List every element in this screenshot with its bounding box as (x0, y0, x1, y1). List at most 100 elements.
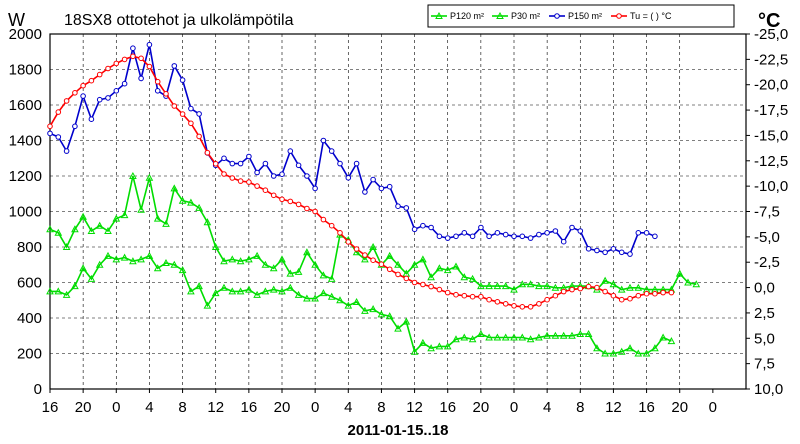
data-point-p150-m (121, 80, 128, 87)
data-point-p30-m (327, 292, 336, 300)
data-point-p120-m (468, 274, 477, 282)
data-point-p120-m (245, 255, 253, 263)
x-axis: 16 20 0 4 8 12 16 20 0 4 8 12 16 20 0 4 8 12 16 20 0 (42, 389, 717, 416)
data-point-p150-m (652, 233, 658, 240)
data-point-p30-m (319, 289, 328, 297)
x-tick-label: 8 (178, 399, 186, 416)
data-point-p150-m (237, 160, 244, 167)
data-point-tu-c (188, 120, 194, 127)
data-point-p150-m (386, 183, 393, 190)
data-point-tu-c (486, 296, 492, 303)
data-point-tu-c (196, 133, 202, 140)
data-point-p120-m (220, 257, 228, 265)
data-point-p30-m (245, 285, 253, 293)
x-tick-label: 12 (406, 399, 423, 416)
data-point-tu-c (519, 304, 526, 310)
data-point-tu-c (569, 286, 575, 293)
data-point-tu-c (212, 161, 219, 167)
legend-swatch-marker (435, 11, 443, 19)
data-point-p120-m (510, 285, 518, 293)
data-point-p30-m (162, 258, 170, 266)
series-layer (46, 41, 701, 357)
data-point-p30-m (601, 349, 609, 357)
data-point-tu-c (146, 63, 153, 70)
data-point-tu-c (179, 111, 186, 117)
data-point-p120-m (617, 285, 626, 293)
data-point-p30-m (153, 264, 162, 272)
data-point-p150-m (436, 233, 443, 240)
data-point-p30-m (145, 251, 154, 259)
data-point-p30-m (286, 283, 295, 291)
data-point-p150-m (55, 134, 62, 140)
x-tick-label: 8 (377, 399, 385, 416)
y-left-tick-label: 1800 (9, 62, 42, 79)
data-point-tu-c (594, 284, 600, 291)
data-point-tu-c (204, 149, 211, 156)
data-point-p120-m (427, 273, 435, 281)
data-point-p150-m (411, 226, 418, 233)
data-point-p30-m (187, 287, 195, 295)
data-point-p120-m (452, 262, 460, 270)
data-point-tu-c (229, 175, 236, 181)
y-right-tick-label: 0,0 (754, 280, 775, 297)
data-point-p120-m (303, 248, 311, 256)
data-point-p120-m (203, 218, 212, 226)
data-point-p120-m (634, 283, 643, 291)
x-tick-label: 16 (42, 399, 59, 416)
data-point-p120-m (286, 269, 295, 277)
data-point-p150-m (312, 185, 318, 192)
data-point-p150-m (146, 41, 153, 48)
data-point-tu-c (494, 299, 501, 305)
data-point-p120-m (71, 225, 79, 233)
data-point-tu-c (444, 289, 451, 296)
data-point-p150-m (627, 251, 633, 257)
data-point-tu-c (328, 222, 335, 229)
data-point-tu-c (221, 171, 227, 177)
data-point-tu-c (47, 123, 53, 130)
data-point-p30-m (79, 264, 87, 272)
data-point-p30-m (551, 331, 560, 339)
data-point-tu-c (121, 56, 128, 63)
data-point-p30-m (112, 255, 121, 263)
data-point-p120-m (294, 267, 303, 275)
data-point-p120-m (46, 225, 54, 233)
data-point-p150-m (304, 173, 310, 179)
data-point-tu-c (511, 303, 517, 309)
data-point-p150-m (577, 228, 584, 234)
data-point-p30-m (535, 333, 543, 341)
data-point-tu-c (295, 201, 302, 208)
data-point-p150-m (221, 155, 227, 162)
grid (50, 34, 746, 389)
data-point-tu-c (113, 60, 120, 67)
legend-entry-label: P120 m² (450, 11, 484, 21)
x-tick-label: 4 (543, 399, 551, 416)
data-point-p120-m (551, 283, 560, 291)
data-point-p30-m (427, 344, 435, 352)
data-point-p30-m (419, 338, 427, 346)
data-point-p120-m (477, 282, 485, 290)
data-point-p30-m (104, 251, 112, 259)
data-point-tu-c (320, 216, 327, 223)
data-point-p150-m (113, 88, 120, 94)
data-point-p150-m (536, 231, 542, 238)
data-point-p150-m (179, 77, 186, 83)
y-right-tick-label: -15,0 (754, 127, 788, 144)
y-right-tick-label: 7,5 (754, 356, 775, 373)
data-point-p150-m (643, 230, 650, 236)
data-point-p30-m (269, 285, 278, 293)
data-point-p30-m (593, 344, 601, 352)
x-tick-label: 20 (473, 399, 490, 416)
data-point-p30-m (501, 333, 510, 341)
data-point-p30-m (485, 333, 493, 341)
data-point-tu-c (635, 292, 642, 299)
legend: P120 m² P30 m² P150 m² Tu = ( ) °C (427, 4, 735, 28)
data-point-p30-m (609, 349, 618, 357)
x-tick-label: 4 (145, 399, 153, 416)
data-point-p30-m (452, 335, 460, 343)
data-point-tu-c (403, 275, 410, 282)
data-point-p150-m (461, 230, 468, 236)
data-point-p120-m (104, 226, 112, 234)
data-point-tu-c (138, 55, 144, 62)
data-point-p150-m (362, 189, 368, 195)
